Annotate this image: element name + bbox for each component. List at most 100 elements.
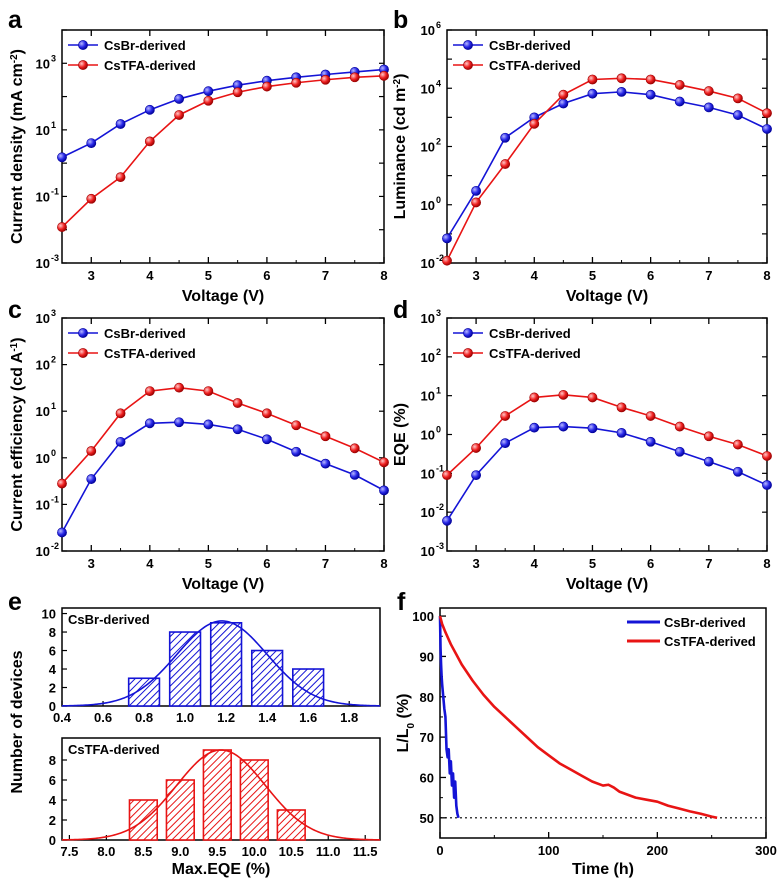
x-tick-label: 5 <box>589 556 596 571</box>
y-tick-exponent: 3 <box>436 308 441 318</box>
histogram-bar <box>209 621 243 707</box>
data-point-cstfa <box>558 89 569 100</box>
data-point-cstfa <box>733 439 743 450</box>
x-tick-label: 0.6 <box>94 710 112 725</box>
legend-label: CsTFA-derived <box>489 346 581 361</box>
data-point-csbr <box>174 94 184 104</box>
y-tick-label: 4 <box>49 793 57 808</box>
legend-marker <box>78 60 88 70</box>
y-tick-label: 10 <box>36 497 50 512</box>
data-point-csbr <box>558 421 569 432</box>
data-point-csbr <box>442 515 452 526</box>
data-point-cstfa <box>733 93 743 104</box>
data-point-cstfa <box>703 431 714 442</box>
data-point-csbr <box>529 422 540 433</box>
y-tick-exponent: 4 <box>436 78 441 88</box>
data-point-cstfa <box>203 95 214 106</box>
data-point-csbr <box>442 233 452 244</box>
data-point-cstfa <box>57 222 67 232</box>
y-tick-label: 10 <box>36 123 50 138</box>
y-tick-label: 10 <box>36 544 50 559</box>
x-tick-label: 0 <box>436 843 443 858</box>
y-tick-label: 2 <box>49 681 56 696</box>
x-axis-label: Voltage (V) <box>566 576 648 593</box>
y-tick-label: 10 <box>36 404 50 419</box>
histogram-bar <box>202 749 232 841</box>
data-point-cstfa <box>144 136 155 147</box>
data-point-cstfa <box>471 443 481 453</box>
y-tick-label: 2 <box>49 813 56 828</box>
x-tick-label: 4 <box>146 556 154 571</box>
data-point-csbr <box>174 417 184 428</box>
plot-frame <box>61 29 385 264</box>
x-tick-label: 8 <box>380 556 387 571</box>
data-point-cstfa <box>471 197 481 208</box>
data-point-csbr <box>674 446 685 457</box>
y-tick-exponent: 1 <box>51 120 56 130</box>
data-point-cstfa <box>320 431 331 442</box>
y-axis-label: Number of devices <box>9 650 26 793</box>
data-point-csbr <box>115 436 126 447</box>
x-axis-label: Voltage (V) <box>182 288 264 305</box>
x-tick-label: 1.6 <box>299 710 317 725</box>
x-tick-label: 11.0 <box>316 844 341 859</box>
y-tick-label: 10 <box>36 451 50 466</box>
panel-letter-f: f <box>397 588 406 616</box>
data-point-csbr <box>703 102 714 113</box>
series-line-csbr <box>446 91 768 239</box>
data-point-cstfa <box>320 74 331 85</box>
y-tick-exponent: -2 <box>436 502 444 512</box>
x-axis-label: Max.EQE (%) <box>172 861 271 878</box>
data-point-csbr <box>703 456 714 467</box>
x-tick-label: 6 <box>263 556 270 571</box>
series-line-cstfa <box>446 77 768 262</box>
legend-marker <box>463 40 473 50</box>
y-tick-exponent: 3 <box>51 53 56 63</box>
y-tick-label: 10 <box>36 311 50 326</box>
data-point-cstfa <box>115 408 126 419</box>
legend-marker <box>463 328 473 338</box>
y-tick-label: 10 <box>421 389 435 404</box>
y-tick-exponent: 1 <box>51 401 56 411</box>
data-point-cstfa <box>232 87 243 98</box>
data-point-csbr <box>57 152 67 163</box>
histogram-bar <box>239 759 269 841</box>
y-tick-label: 10 <box>421 544 435 559</box>
y-tick-exponent: -2 <box>436 253 444 263</box>
x-tick-label: 1.2 <box>217 710 235 725</box>
data-point-csbr <box>500 438 511 449</box>
x-tick-label: 1.4 <box>258 710 277 725</box>
data-point-cstfa <box>587 74 598 85</box>
data-point-csbr <box>320 458 331 469</box>
y-tick-label: 10 <box>421 311 435 326</box>
data-point-cstfa <box>262 81 272 92</box>
y-tick-exponent: 1 <box>436 386 441 396</box>
y-tick-label: 50 <box>420 811 434 826</box>
data-point-cstfa <box>115 172 126 183</box>
data-point-cstfa <box>349 443 360 454</box>
y-tick-label: 10 <box>421 23 435 38</box>
legend-label: CsBr-derived <box>489 326 571 341</box>
histogram-title: CsBr-derived <box>68 612 150 627</box>
data-point-cstfa <box>529 118 540 129</box>
x-tick-label: 10.0 <box>242 844 267 859</box>
panel-letter-d: d <box>393 296 408 324</box>
data-point-csbr <box>733 110 743 120</box>
data-point-cstfa <box>762 451 772 461</box>
data-point-csbr <box>558 98 569 109</box>
x-tick-label: 8 <box>763 556 770 571</box>
x-tick-label: 9.5 <box>208 844 226 859</box>
x-tick-label: 4 <box>146 268 154 283</box>
data-point-cstfa <box>645 74 656 85</box>
histogram-bar <box>168 631 202 707</box>
data-point-cstfa <box>349 72 360 83</box>
data-point-csbr <box>471 185 481 196</box>
y-tick-exponent: -3 <box>51 253 59 263</box>
gaussian-fit-curve <box>61 749 381 841</box>
x-tick-label: 7 <box>322 556 329 571</box>
data-point-csbr <box>291 446 302 457</box>
data-point-csbr <box>587 88 598 99</box>
data-point-csbr <box>203 86 214 97</box>
